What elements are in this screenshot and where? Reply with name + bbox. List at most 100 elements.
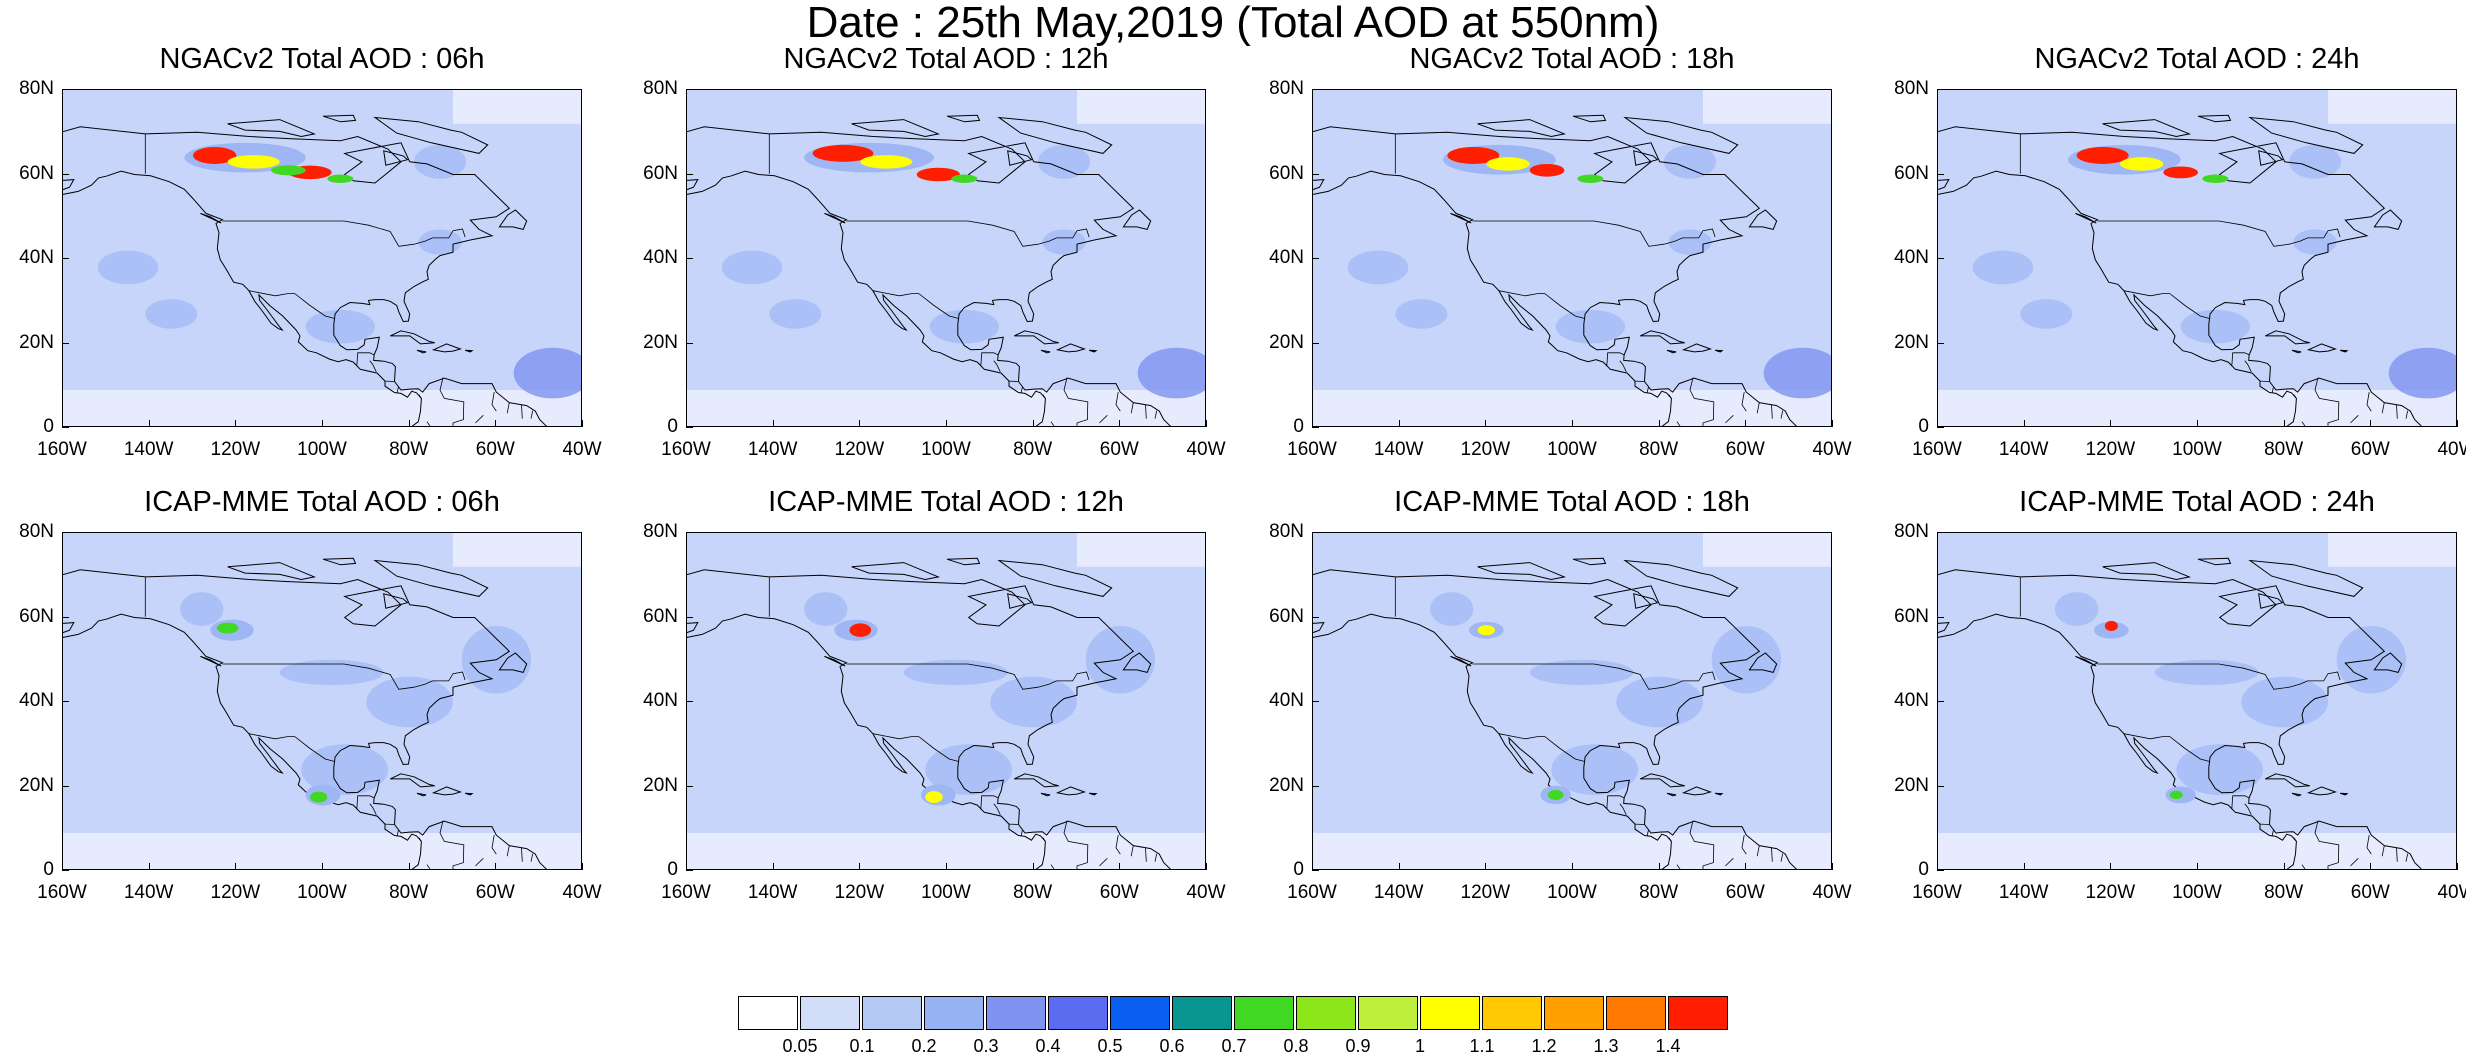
lon-label: 120W	[1445, 439, 1525, 461]
lon-label: 60W	[455, 439, 535, 461]
lon-label: 80W	[1619, 882, 1699, 904]
moderate-aod-patch	[1530, 660, 1634, 685]
island-outline	[384, 151, 408, 165]
lon-label: 80W	[2244, 439, 2324, 461]
lon-label: 140W	[733, 439, 813, 461]
lat-tick	[62, 532, 69, 533]
colorbar-swatch	[986, 996, 1046, 1030]
moderate-aod-patch	[1556, 310, 1625, 344]
colorbar-swatch	[924, 996, 984, 1030]
lat-label: 60N	[622, 606, 678, 628]
country-border	[370, 361, 377, 372]
map-area	[1937, 89, 2457, 427]
lon-label: 140W	[733, 882, 813, 904]
island-outline	[465, 350, 472, 352]
lon-label: 100W	[906, 882, 986, 904]
lon-label: 160W	[1272, 439, 1352, 461]
smoke-plume-yellow	[228, 155, 280, 169]
lon-tick	[1832, 420, 1833, 427]
smoke-plume-red	[850, 623, 872, 637]
lat-label: 80N	[1248, 78, 1304, 100]
island-outline	[1573, 115, 1606, 121]
moderate-aod-patch	[180, 592, 223, 626]
lat-label: 0	[0, 416, 54, 438]
island-outline	[1634, 594, 1658, 608]
island-outline	[323, 558, 356, 564]
island-outline	[390, 774, 435, 787]
lat-tick	[1312, 258, 1319, 259]
lat-label: 20N	[0, 775, 54, 797]
lat-tick	[686, 427, 693, 428]
lon-tick	[2110, 420, 2111, 427]
lat-label: 60N	[0, 606, 54, 628]
smoke-plume-red	[2105, 621, 2118, 631]
island-outline	[390, 331, 435, 344]
smoke-plume-green	[2170, 791, 2183, 799]
island-outline	[499, 210, 526, 229]
island-outline	[1058, 344, 1085, 352]
aod-field	[63, 533, 582, 870]
island-outline	[2198, 115, 2231, 121]
lon-tick	[2024, 863, 2025, 870]
lat-tick	[62, 617, 69, 618]
panel-title: ICAP-MME Total AOD : 24h	[1877, 486, 2466, 519]
island-outline	[1684, 344, 1711, 352]
island-outline	[2198, 558, 2231, 564]
lon-tick	[495, 863, 496, 870]
smoke-plume-green	[1548, 790, 1564, 800]
island-outline	[852, 563, 939, 580]
colorbar-swatch	[800, 996, 860, 1030]
panel-title: ICAP-MME Total AOD : 12h	[626, 486, 1266, 519]
low-aod-arctic	[1703, 90, 1832, 124]
lon-label: 60W	[1079, 882, 1159, 904]
country-border	[2245, 361, 2252, 372]
lon-tick	[62, 420, 63, 427]
island-outline	[1478, 120, 1565, 137]
island-outline	[1684, 787, 1711, 795]
colorbar-label: 0.9	[1328, 1036, 1388, 1057]
lat-label: 80N	[0, 521, 54, 543]
lat-tick	[686, 701, 693, 702]
lat-label: 40N	[1248, 247, 1304, 269]
island-outline	[947, 558, 980, 564]
low-aod-arctic	[1077, 533, 1206, 567]
moderate-aod-patch	[804, 592, 847, 626]
island-outline	[1008, 151, 1032, 165]
lon-label: 100W	[2157, 882, 2237, 904]
low-aod-arctic	[2328, 90, 2457, 124]
map-area	[1937, 532, 2457, 870]
moderate-aod-patch	[366, 677, 453, 728]
lat-label: 40N	[1873, 690, 1929, 712]
lat-label: 60N	[1248, 163, 1304, 185]
lon-tick	[2370, 863, 2371, 870]
island-outline	[465, 793, 472, 795]
island-outline	[1041, 793, 1050, 796]
moderate-aod-patch	[2181, 310, 2250, 344]
lat-tick	[1312, 174, 1319, 175]
island-outline	[228, 563, 315, 580]
lon-tick	[322, 863, 323, 870]
smoke-plume-green	[951, 175, 977, 183]
island-outline	[2265, 774, 2310, 787]
lat-tick	[686, 532, 693, 533]
island-outline	[1634, 151, 1658, 165]
lat-label: 60N	[0, 163, 54, 185]
colorbar-label: 0.7	[1204, 1036, 1264, 1057]
lon-tick	[1832, 863, 1833, 870]
aod-field	[687, 533, 1206, 870]
moderate-aod-patch	[280, 660, 384, 685]
moderate-aod-patch	[990, 677, 1077, 728]
lat-label: 80N	[622, 78, 678, 100]
lon-label: 100W	[282, 439, 362, 461]
lon-label: 140W	[109, 882, 189, 904]
lat-label: 80N	[1248, 521, 1304, 543]
lon-label: 100W	[906, 439, 986, 461]
lon-label: 140W	[109, 439, 189, 461]
lon-tick	[686, 420, 687, 427]
lon-label: 40W	[542, 439, 622, 461]
lat-label: 20N	[1248, 775, 1304, 797]
lon-tick	[2457, 863, 2458, 870]
island-outline	[323, 115, 356, 121]
